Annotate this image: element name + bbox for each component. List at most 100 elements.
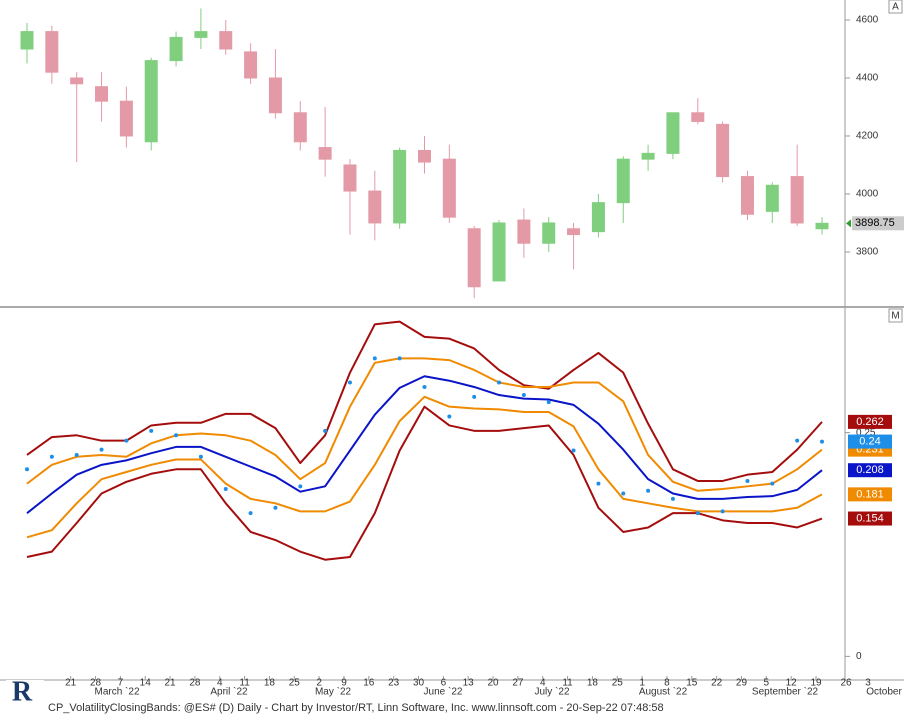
candle-body bbox=[765, 184, 779, 212]
dot bbox=[695, 511, 700, 516]
dot bbox=[149, 428, 154, 433]
y-tick-label: 4400 bbox=[856, 73, 879, 84]
month-label: August `22 bbox=[639, 686, 688, 698]
x-tick-label: 25 bbox=[612, 678, 624, 689]
dot bbox=[720, 509, 725, 514]
band-line bbox=[26, 320, 823, 482]
x-tick-label: 18 bbox=[264, 678, 276, 689]
x-tick-label: 27 bbox=[512, 678, 524, 689]
x-tick-label: 11 bbox=[562, 678, 573, 689]
candle-body bbox=[70, 77, 84, 85]
candle-body bbox=[567, 228, 581, 236]
candle-body bbox=[20, 31, 34, 50]
candle-body bbox=[666, 112, 680, 154]
value-label: 0.154 bbox=[856, 512, 884, 524]
panel-tag-box bbox=[888, 0, 903, 14]
x-tick-label: 19 bbox=[810, 678, 822, 689]
x-tick-label: 11 bbox=[239, 678, 250, 689]
x-tick-label: 1 bbox=[639, 678, 645, 689]
candle-body bbox=[492, 222, 506, 282]
dot bbox=[298, 484, 303, 489]
candle-body bbox=[368, 190, 382, 224]
x-tick-label: 26 bbox=[840, 678, 852, 689]
dot bbox=[770, 481, 775, 486]
dot bbox=[49, 454, 54, 459]
x-tick-label: 5 bbox=[764, 678, 770, 689]
dot bbox=[347, 380, 352, 385]
dot bbox=[546, 400, 551, 405]
last-price-label: 3898.75 bbox=[855, 217, 895, 229]
candle-body bbox=[815, 222, 829, 230]
value-box bbox=[848, 414, 892, 429]
x-tick-label: 3 bbox=[865, 678, 871, 689]
y-tick-label: 3800 bbox=[856, 247, 879, 258]
candle-body bbox=[293, 112, 307, 143]
candle-body bbox=[542, 222, 556, 244]
y-tick-label: 4600 bbox=[856, 15, 879, 26]
band-line bbox=[26, 405, 823, 561]
x-tick-label: 22 bbox=[711, 678, 723, 689]
dot bbox=[323, 428, 328, 433]
dot bbox=[74, 452, 79, 457]
dot bbox=[571, 448, 576, 453]
candle-body bbox=[740, 176, 754, 215]
x-tick-label: 12 bbox=[786, 678, 798, 689]
dot bbox=[198, 454, 203, 459]
candle-body bbox=[641, 152, 655, 160]
value-label: 0.24 bbox=[859, 435, 880, 447]
value-label: 0.181 bbox=[856, 488, 884, 500]
x-tick-label: 8 bbox=[664, 678, 670, 689]
candle-body bbox=[716, 123, 730, 178]
x-tick-label: 14 bbox=[140, 678, 152, 689]
month-label: May `22 bbox=[315, 686, 352, 698]
candle-body bbox=[169, 36, 183, 62]
dot bbox=[497, 380, 502, 385]
y-tick-label: 0.25 bbox=[856, 427, 876, 438]
x-tick-label: 23 bbox=[388, 678, 400, 689]
value-label: 0.208 bbox=[856, 464, 884, 476]
candle-body bbox=[343, 164, 357, 192]
month-label: September `22 bbox=[752, 686, 819, 698]
dot bbox=[422, 384, 427, 389]
panel-tag: M bbox=[891, 311, 899, 322]
dot bbox=[248, 511, 253, 516]
dot bbox=[397, 356, 402, 361]
footer: CP_VolatilityClosingBands: @ES# (D) Dail… bbox=[48, 702, 664, 714]
y-tick-label: 4000 bbox=[856, 189, 879, 200]
logo-box bbox=[6, 680, 44, 712]
candle-body bbox=[244, 51, 258, 79]
x-tick-label: 15 bbox=[686, 678, 698, 689]
month-label: April `22 bbox=[210, 686, 248, 698]
candle-body bbox=[194, 31, 208, 38]
panel-tag-box bbox=[888, 308, 903, 323]
dot bbox=[447, 414, 452, 419]
dot bbox=[795, 438, 800, 443]
value-box bbox=[848, 511, 892, 526]
value-box bbox=[848, 463, 892, 478]
dot bbox=[670, 496, 675, 501]
dot bbox=[124, 438, 129, 443]
dot bbox=[99, 447, 104, 452]
band-line bbox=[26, 395, 823, 539]
x-tick-label: 21 bbox=[165, 678, 177, 689]
dot bbox=[646, 488, 651, 493]
candle-body bbox=[219, 31, 233, 50]
x-tick-label: 7 bbox=[118, 678, 124, 689]
dot bbox=[25, 467, 29, 472]
value-box bbox=[848, 487, 892, 502]
candle-body bbox=[616, 158, 630, 204]
month-label: March `22 bbox=[94, 686, 139, 698]
panel-tag: A bbox=[892, 2, 899, 13]
candle-body bbox=[95, 86, 109, 102]
candle-body bbox=[119, 100, 133, 137]
x-tick-label: 9 bbox=[341, 678, 347, 689]
dot bbox=[273, 505, 278, 510]
x-tick-label: 4 bbox=[217, 678, 223, 689]
x-tick-label: 16 bbox=[363, 678, 375, 689]
dot bbox=[621, 491, 626, 496]
x-tick-label: 6 bbox=[441, 678, 447, 689]
logo: R bbox=[12, 676, 33, 707]
x-tick-label: 13 bbox=[463, 678, 475, 689]
